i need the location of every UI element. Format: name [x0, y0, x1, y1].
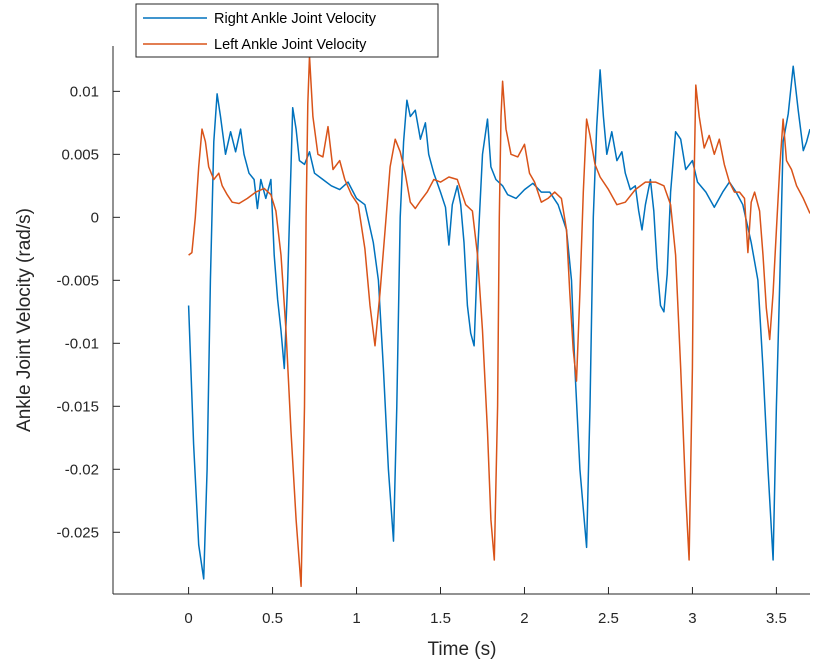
legend-box — [135, 3, 439, 58]
y-tick-label: -0.005 — [56, 272, 99, 289]
ticks-layer: 0 0.5 1 1.5 2 2.5 3 3.5 0.01 0.005 0 -0.005 -0.01 -0.… — [56, 83, 786, 627]
series-line-left-ankle — [188, 55, 810, 588]
x-tick-label: 1.5 — [430, 610, 451, 627]
x-tick-label: 3 — [688, 610, 696, 627]
x-tick-label: 1 — [352, 610, 360, 627]
y-tick-label: 0.005 — [61, 146, 99, 163]
x-tick-label: 3.5 — [766, 610, 787, 627]
legend: Right Ankle Joint Velocity Left Ankle Jo… — [135, 3, 439, 58]
x-tick-label: 0 — [184, 610, 192, 627]
y-tick-label: 0 — [91, 209, 99, 226]
x-tick-label: 2 — [520, 610, 528, 627]
series-layer — [187, 55, 810, 588]
x-tick-label: 2.5 — [598, 610, 619, 627]
y-tick-label: -0.01 — [65, 335, 99, 352]
x-axis-label: Time (s) — [428, 639, 497, 660]
y-tick-label: -0.02 — [65, 461, 99, 478]
series-line-right-ankle — [187, 65, 810, 580]
y-tick-label: -0.015 — [56, 398, 99, 415]
legend-label-right-ankle: Right Ankle Joint Velocity — [214, 11, 377, 27]
axes-layer — [112, 46, 810, 595]
y-tick-label: 0.01 — [70, 83, 99, 100]
x-tick-label: 0.5 — [262, 610, 283, 627]
y-axis-label: Ankle Joint Velocity (rad/s) — [14, 208, 35, 432]
y-tick-label: -0.025 — [56, 524, 99, 541]
legend-label-left-ankle: Left Ankle Joint Velocity — [214, 37, 367, 53]
